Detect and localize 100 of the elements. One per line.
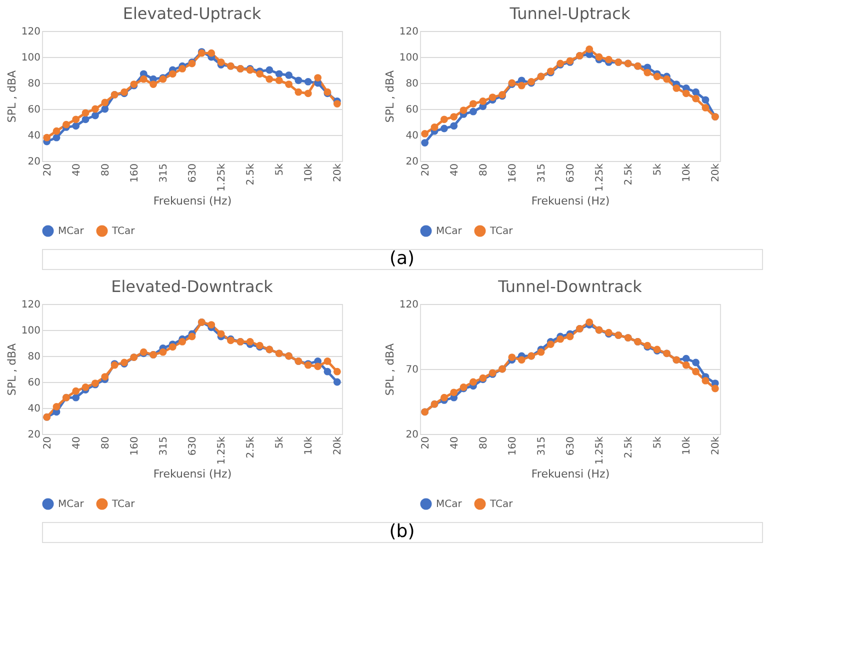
point bbox=[92, 105, 99, 113]
text: (b) bbox=[389, 521, 415, 542]
x-tick-label: 5k bbox=[652, 163, 664, 176]
point bbox=[537, 348, 545, 356]
point bbox=[101, 373, 109, 380]
x-tick-label: 40 bbox=[449, 164, 460, 176]
x-tick-label: 20k bbox=[332, 436, 344, 456]
x-axis-title: Frekuensi (Hz) bbox=[531, 468, 610, 481]
point bbox=[72, 387, 80, 395]
x-tick-label: 1.25k bbox=[594, 436, 606, 465]
point bbox=[52, 403, 60, 410]
point bbox=[702, 96, 710, 104]
y-axis-title: SPL , dBA bbox=[383, 342, 396, 396]
point bbox=[333, 100, 341, 108]
point bbox=[450, 388, 458, 396]
point bbox=[178, 338, 186, 346]
point bbox=[518, 82, 526, 90]
x-tick-label: 1.25k bbox=[216, 436, 228, 465]
point bbox=[333, 368, 341, 376]
y-tick-label: 80 bbox=[28, 352, 40, 362]
x-tick-label: 40 bbox=[71, 164, 82, 176]
point bbox=[92, 112, 99, 120]
point bbox=[275, 76, 283, 84]
x-tick-label: 80 bbox=[100, 164, 112, 176]
point bbox=[140, 75, 148, 83]
point bbox=[304, 78, 312, 86]
point bbox=[304, 90, 312, 98]
y-tick-label: 100 bbox=[21, 52, 40, 64]
point bbox=[595, 53, 603, 61]
y-tick-label: 80 bbox=[406, 78, 418, 90]
x-tick-label: 315 bbox=[536, 436, 548, 456]
x-tick-label: 20 bbox=[420, 164, 432, 176]
point bbox=[82, 384, 90, 391]
point bbox=[333, 378, 341, 386]
y-tick-label: 120 bbox=[399, 300, 418, 310]
point bbox=[72, 122, 80, 130]
x-tick-label: 315 bbox=[158, 436, 170, 456]
point bbox=[518, 356, 526, 364]
x-axis-title: Frekuensi (Hz) bbox=[531, 194, 610, 208]
point bbox=[440, 124, 448, 132]
x-tick-label: 10k bbox=[682, 436, 693, 456]
point bbox=[556, 335, 564, 343]
point bbox=[479, 98, 487, 105]
y-tick-label: 100 bbox=[21, 326, 40, 336]
point bbox=[653, 72, 661, 80]
point bbox=[285, 72, 292, 79]
legend-label: TCar bbox=[111, 499, 136, 510]
x-tick-label: 80 bbox=[478, 164, 490, 176]
text: (a) bbox=[389, 248, 415, 269]
legend-label: MCar bbox=[58, 226, 85, 237]
y-tick-label: 40 bbox=[406, 130, 418, 142]
y-axis-title: SPL , dBA bbox=[5, 342, 18, 396]
point bbox=[159, 348, 167, 356]
x-tick-label: 5k bbox=[274, 436, 286, 449]
legend-label: TCar bbox=[489, 226, 514, 237]
point bbox=[682, 354, 690, 362]
point bbox=[62, 120, 70, 128]
point bbox=[450, 113, 458, 120]
point bbox=[711, 384, 719, 392]
point bbox=[682, 90, 690, 98]
x-tick-label: 20 bbox=[42, 164, 54, 176]
x-tick-label: 80 bbox=[478, 436, 490, 450]
point bbox=[217, 330, 225, 338]
point bbox=[546, 340, 554, 348]
x-tick-label: 160 bbox=[129, 164, 140, 183]
point bbox=[470, 108, 477, 116]
x-tick-label: 1.25k bbox=[216, 163, 228, 192]
y-tick-label: 60 bbox=[28, 104, 40, 116]
point bbox=[314, 362, 322, 370]
point bbox=[586, 46, 594, 53]
point bbox=[43, 134, 51, 142]
x-tick-label: 2.5k bbox=[624, 436, 635, 458]
x-tick-label: 10k bbox=[304, 436, 315, 456]
point bbox=[285, 80, 292, 88]
point bbox=[488, 94, 496, 101]
point bbox=[72, 116, 80, 124]
legend-label: MCar bbox=[436, 499, 463, 510]
y-axis-title: SPL , dBA bbox=[5, 70, 18, 123]
point bbox=[72, 394, 80, 402]
chart-title: Tunnel-Downtrack bbox=[497, 277, 643, 296]
x-tick-label: 5k bbox=[652, 436, 664, 449]
point bbox=[246, 338, 254, 346]
legend-label: TCar bbox=[489, 499, 514, 510]
point bbox=[168, 70, 176, 78]
x-axis-title: Frekuensi (Hz) bbox=[153, 468, 232, 481]
point bbox=[450, 122, 458, 130]
point bbox=[566, 332, 574, 340]
point bbox=[101, 105, 109, 113]
point bbox=[692, 94, 700, 102]
x-tick-label: 20k bbox=[332, 163, 344, 182]
x-tick-label: 630 bbox=[566, 436, 576, 456]
point bbox=[150, 80, 157, 88]
point bbox=[266, 75, 274, 83]
y-tick-label: 40 bbox=[28, 404, 40, 414]
point bbox=[275, 70, 283, 78]
y-tick-label: 120 bbox=[21, 300, 40, 310]
x-tick-label: 20k bbox=[710, 436, 722, 456]
x-tick-label: 10k bbox=[304, 163, 315, 182]
point bbox=[605, 56, 612, 64]
y-tick-label: 80 bbox=[28, 78, 40, 90]
